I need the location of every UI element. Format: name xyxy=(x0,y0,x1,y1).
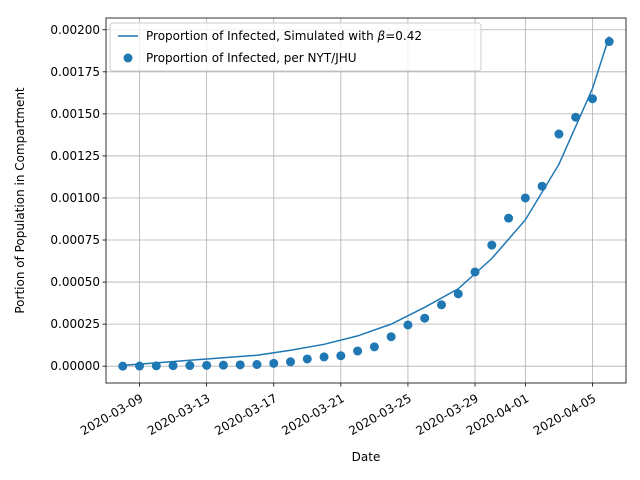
observed-point xyxy=(587,94,597,104)
x-tick-label: 2020-03-25 xyxy=(346,391,413,438)
observed-point xyxy=(202,360,212,370)
observed-scatter-layer xyxy=(118,37,614,371)
observed-point xyxy=(554,129,564,139)
x-tick-label: 2020-04-05 xyxy=(531,391,598,438)
observed-point xyxy=(235,360,245,370)
x-tick-label: 2020-03-21 xyxy=(279,391,346,438)
legend-scatter-swatch xyxy=(123,53,133,63)
observed-point xyxy=(453,289,463,299)
simulated-line-layer xyxy=(122,36,610,367)
observed-point xyxy=(504,213,514,223)
legend: Proportion of Infected, Simulated with β… xyxy=(109,22,482,72)
x-axis-ticks: 2020-03-09 2020-03-13 2020-03-17 2020-03-21… xyxy=(78,383,598,438)
observed-point xyxy=(386,332,396,342)
observed-point xyxy=(151,361,161,371)
observed-point xyxy=(286,357,296,367)
observed-point xyxy=(118,361,128,371)
grid xyxy=(106,18,626,383)
observed-point xyxy=(470,267,480,277)
legend-simulated-prefix: Proportion of Infected, Simulated with xyxy=(146,29,378,43)
legend-entry-observed: Proportion of Infected, per NYT/JHU xyxy=(146,51,357,65)
y-axis-ticks: 0.00000 0.00025 0.00050 0.00075 0.00100 0.001… xyxy=(50,23,106,373)
x-tick-label: 2020-03-13 xyxy=(145,391,212,438)
observed-point xyxy=(135,361,145,371)
y-tick-label: 0.00175 xyxy=(50,65,100,79)
y-tick-label: 0.00025 xyxy=(50,317,100,331)
observed-point xyxy=(369,342,379,352)
observed-point xyxy=(336,351,346,361)
observed-point xyxy=(571,112,581,122)
y-tick-label: 0.00100 xyxy=(50,191,100,205)
legend-entry-simulated: Proportion of Infected, Simulated with β… xyxy=(146,29,422,43)
observed-point xyxy=(252,359,262,369)
observed-point xyxy=(604,37,614,47)
observed-point xyxy=(218,360,228,370)
observed-point xyxy=(487,240,497,250)
observed-point xyxy=(319,352,329,362)
x-tick-label: 2020-03-09 xyxy=(78,391,145,438)
x-tick-label: 2020-03-17 xyxy=(212,391,279,438)
legend-simulated-beta: β xyxy=(377,29,386,43)
y-tick-label: 0.00150 xyxy=(50,107,100,121)
plot-frame xyxy=(105,17,627,384)
y-tick-label: 0.00125 xyxy=(50,149,100,163)
legend-box xyxy=(109,22,482,72)
observed-point xyxy=(185,361,195,371)
observed-point xyxy=(520,193,530,203)
y-tick-label: 0.00075 xyxy=(50,233,100,247)
observed-point xyxy=(168,361,178,371)
y-tick-label: 0.00000 xyxy=(50,359,100,373)
observed-point xyxy=(269,358,279,368)
x-axis-label: Date xyxy=(352,450,381,464)
observed-point xyxy=(420,313,430,323)
observed-point xyxy=(302,354,312,364)
observed-point xyxy=(403,320,413,330)
y-axis-label: Portion of Population in Compartment xyxy=(13,87,27,314)
y-tick-label: 0.00050 xyxy=(50,275,100,289)
observed-point xyxy=(353,346,363,356)
legend-simulated-value: =0.42 xyxy=(385,29,422,43)
y-tick-label: 0.00200 xyxy=(50,23,100,37)
simulated-infected-line xyxy=(122,36,610,367)
observed-point xyxy=(436,300,446,310)
observed-point xyxy=(537,181,547,191)
